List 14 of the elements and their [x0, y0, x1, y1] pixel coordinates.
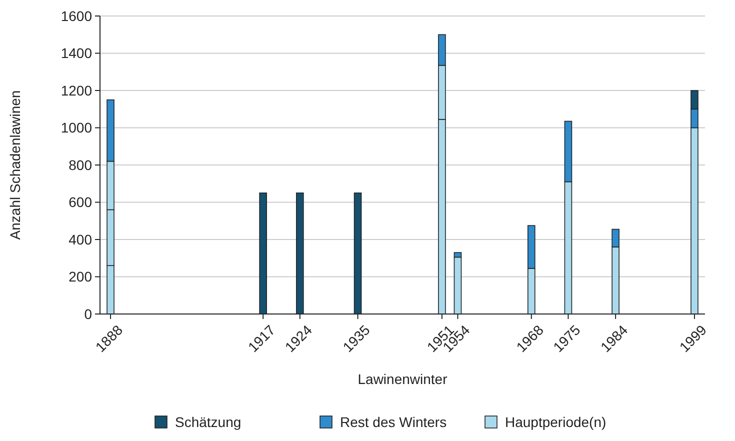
y-tick-label: 1400: [60, 45, 92, 62]
legend-label: Rest des Winters: [340, 414, 447, 430]
y-tick-label: 800: [68, 156, 92, 173]
y-axis-title: Anzahl Schadenlawinen: [7, 90, 23, 240]
y-tick-label: 0: [84, 306, 92, 322]
y-tick-label: 1600: [60, 8, 92, 24]
y-tick-label: 1200: [60, 82, 92, 98]
y-tick-label: 1000: [60, 120, 92, 136]
x-axis-title: Lawinenwinter: [358, 371, 448, 387]
legend-label: Hauptperiode(n): [505, 414, 606, 430]
y-tick-label: 400: [68, 231, 92, 248]
y-tick-label: 200: [68, 268, 92, 285]
y-tick-label: 600: [68, 194, 92, 210]
legend-label: Schätzung: [175, 414, 242, 430]
